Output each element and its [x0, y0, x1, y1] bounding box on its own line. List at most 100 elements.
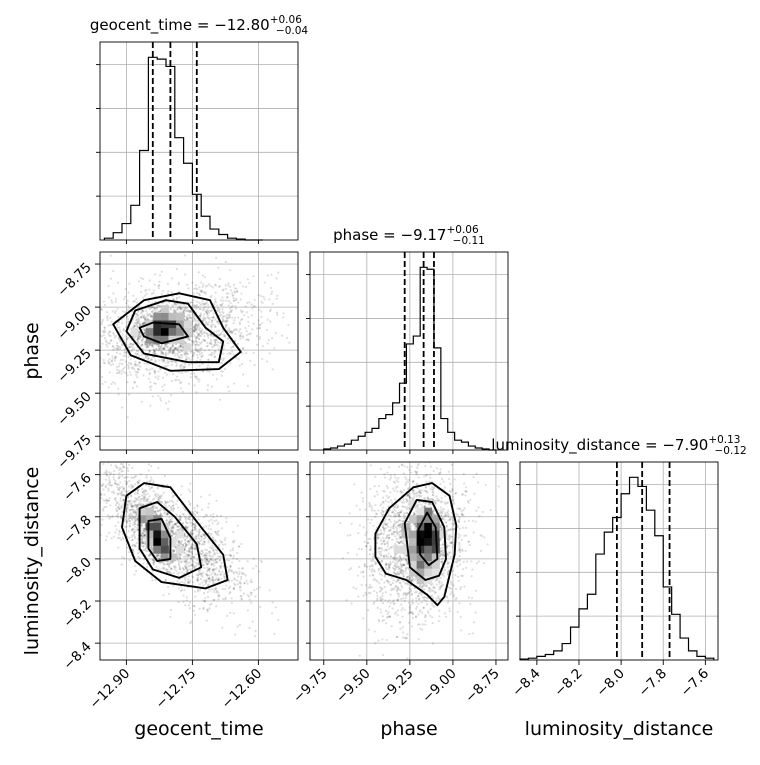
scatter-point — [118, 489, 120, 491]
scatter-point — [238, 330, 240, 332]
scatter-point — [128, 485, 130, 487]
scatter-point — [217, 598, 219, 600]
scatter-point — [128, 362, 130, 364]
scatter-point — [229, 286, 231, 288]
scatter-point — [108, 362, 110, 364]
scatter-point — [113, 473, 115, 475]
scatter-point — [129, 500, 131, 502]
scatter-point — [194, 324, 196, 326]
scatter-point — [204, 332, 206, 334]
scatter-point — [104, 337, 106, 339]
scatter-point — [223, 573, 225, 575]
scatter-point — [222, 312, 224, 314]
scatter-point — [199, 583, 201, 585]
scatter-point — [203, 516, 205, 518]
scatter-point — [194, 591, 196, 593]
scatter-point — [268, 589, 270, 591]
scatter-point — [143, 332, 145, 334]
scatter-point — [95, 332, 97, 334]
scatter-point — [195, 565, 197, 567]
scatter-point — [228, 390, 230, 392]
scatter-point — [116, 486, 118, 488]
scatter-point — [118, 472, 120, 474]
scatter-point — [92, 336, 94, 338]
scatter-point — [212, 286, 214, 288]
scatter-point — [270, 293, 272, 295]
scatter-point — [212, 556, 214, 558]
scatter-point — [217, 307, 219, 309]
scatter-point — [223, 289, 225, 291]
scatter-point — [255, 630, 257, 632]
scatter-point — [86, 461, 88, 463]
scatter-point — [331, 293, 333, 295]
scatter-point — [140, 525, 142, 527]
scatter-point — [116, 366, 118, 368]
scatter-point — [176, 379, 178, 381]
scatter-point — [128, 337, 130, 339]
scatter-point — [189, 339, 191, 341]
scatter-point — [193, 561, 195, 563]
scatter-point — [136, 371, 138, 373]
scatter-point — [143, 528, 145, 530]
scatter-point — [152, 292, 154, 294]
scatter-point — [225, 284, 227, 286]
scatter-point — [148, 301, 150, 303]
scatter-point — [114, 383, 116, 385]
scatter-point — [179, 382, 181, 384]
scatter-point — [121, 556, 123, 558]
scatter-point — [183, 304, 185, 306]
scatter-point — [181, 485, 183, 487]
scatter-point — [89, 502, 91, 504]
scatter-point — [204, 305, 206, 307]
scatter-point — [128, 394, 130, 396]
scatter-point — [192, 292, 194, 294]
scatter-point — [183, 309, 185, 311]
scatter-point — [176, 298, 178, 300]
scatter-point — [96, 309, 98, 311]
scatter-point — [171, 521, 173, 523]
scatter-point — [275, 332, 277, 334]
scatter-point — [212, 516, 214, 518]
scatter-point — [129, 559, 131, 561]
scatter-point — [190, 317, 192, 319]
scatter-point — [127, 518, 129, 520]
scatter-point — [239, 365, 241, 367]
scatter-point — [149, 481, 151, 483]
scatter-point — [146, 369, 148, 371]
scatter-point — [241, 352, 243, 354]
scatter-point — [146, 566, 148, 568]
scatter-point — [188, 604, 190, 606]
scatter-point — [237, 625, 239, 627]
scatter-point — [189, 622, 191, 624]
scatter-point — [141, 401, 143, 403]
scatter-point — [233, 555, 235, 557]
scatter-point — [180, 494, 182, 496]
scatter-point — [195, 525, 197, 527]
scatter-point — [187, 287, 189, 289]
scatter-point — [115, 298, 117, 300]
scatter-point — [177, 506, 179, 508]
scatter-point — [194, 375, 196, 377]
scatter-point — [114, 531, 116, 533]
scatter-point — [107, 354, 109, 356]
scatter-point — [239, 328, 241, 330]
scatter-point — [238, 567, 240, 569]
scatter-point — [262, 665, 264, 667]
scatter-point — [208, 503, 210, 505]
scatter-point — [185, 560, 187, 562]
scatter-point — [75, 336, 77, 338]
scatter-point — [117, 345, 119, 347]
scatter-point — [256, 588, 258, 590]
scatter-point — [121, 486, 123, 488]
density-cell — [130, 328, 138, 336]
scatter-point — [228, 568, 230, 570]
scatter-point — [199, 359, 201, 361]
scatter-point — [214, 350, 216, 352]
scatter-point — [187, 554, 189, 556]
scatter-point — [172, 349, 174, 351]
scatter-point — [189, 601, 191, 603]
scatter-point — [201, 302, 203, 304]
scatter-point — [92, 296, 94, 298]
scatter-point — [138, 280, 140, 282]
scatter-point — [261, 302, 263, 304]
